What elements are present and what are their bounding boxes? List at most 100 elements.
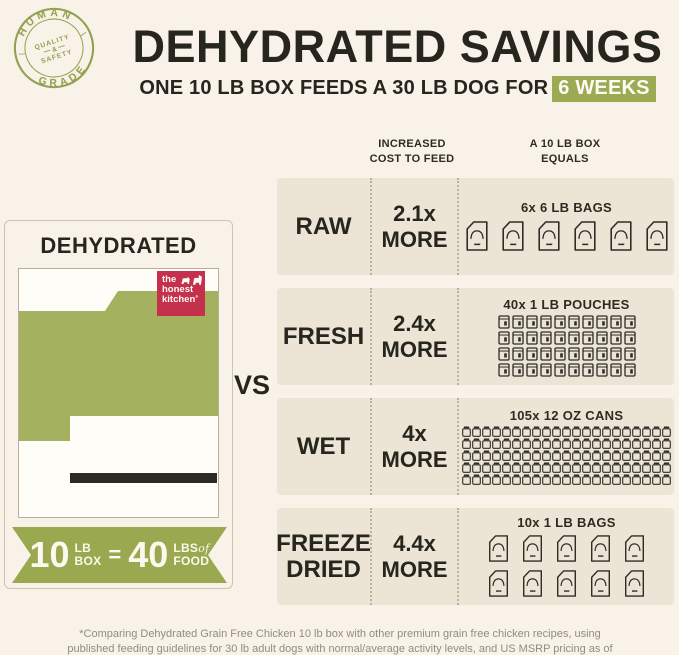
can-icon	[582, 474, 591, 485]
pouch-icon	[526, 315, 538, 329]
logo-line-1: the	[162, 274, 177, 285]
pouch-icon	[568, 347, 580, 361]
ribbon-unit-1: LB BOX	[74, 541, 102, 568]
pouch-icon	[498, 315, 510, 329]
can-icon	[642, 462, 651, 473]
pouch-icon	[610, 347, 622, 361]
can-icon	[532, 462, 541, 473]
can-icon	[512, 426, 521, 437]
pouch-icon	[554, 315, 566, 329]
pouch-icon	[498, 347, 510, 361]
can-icon	[652, 438, 661, 449]
can-icon	[552, 438, 561, 449]
pouch-icon	[568, 331, 580, 345]
can-icon	[592, 438, 601, 449]
can-icon	[652, 450, 661, 461]
can-icon	[472, 474, 481, 485]
pouch-icon	[498, 331, 510, 345]
can-icon	[582, 450, 591, 461]
page-title: DEHYDRATED SAVINGS	[132, 21, 663, 72]
can-icon	[552, 474, 561, 485]
pouch-icon	[582, 331, 594, 345]
can-icon	[602, 474, 611, 485]
can-icon	[472, 438, 481, 449]
can-icon	[542, 438, 551, 449]
can-icon	[542, 426, 551, 437]
pouch-icon	[596, 315, 608, 329]
bag-icon	[587, 533, 614, 564]
pouch-icon	[540, 347, 552, 361]
can-icon	[522, 450, 531, 461]
can-icon	[632, 474, 641, 485]
can-icon	[662, 450, 671, 461]
can-icon	[582, 462, 591, 473]
can-icon	[492, 474, 501, 485]
ribbon-num-1: 10	[29, 534, 70, 575]
can-icon	[462, 474, 471, 485]
can-icon	[652, 426, 661, 437]
can-icon	[592, 474, 601, 485]
row-equivalents: 10x 1 LB BAGS	[457, 508, 674, 605]
row-equivalents: 105x 12 OZ CANS	[457, 398, 674, 495]
can-icon	[522, 426, 531, 437]
pouch-icon	[582, 363, 594, 377]
weeks-highlight: 6 WEEKS	[552, 76, 656, 102]
column-header-equals: A 10 LB BOX EQUALS	[529, 138, 601, 165]
row-label: WET	[296, 432, 351, 460]
can-icon	[512, 438, 521, 449]
pouch-icon	[526, 331, 538, 345]
dehydrated-heading: DEHYDRATED	[40, 233, 197, 258]
can-icon	[532, 426, 541, 437]
pouch-icon	[512, 315, 524, 329]
can-icon	[612, 462, 621, 473]
can-icon	[482, 426, 491, 437]
human-grade-badge-icon: HUMAN GRADE QUALITY & SAFETY	[12, 6, 95, 90]
pouch-icon	[610, 331, 622, 345]
can-icon	[492, 438, 501, 449]
can-icon	[652, 462, 661, 473]
pouch-icon	[554, 347, 566, 361]
can-icon	[462, 450, 471, 461]
bag-icon	[519, 568, 546, 599]
row-equivalents: 40x 1 LB POUCHES	[457, 288, 674, 385]
badge-center-line2: &	[51, 46, 58, 54]
pouch-icon	[596, 363, 608, 377]
can-icon	[462, 462, 471, 473]
ribbon-banner-icon	[12, 527, 227, 583]
can-icon	[522, 474, 531, 485]
icon-grid	[462, 426, 671, 485]
green-shape	[19, 291, 218, 441]
row-label: FREEZE DRIED	[276, 530, 371, 583]
vs-label: VS	[233, 370, 271, 400]
row-cost: 4x MORE	[370, 398, 457, 495]
can-icon	[572, 438, 581, 449]
bag-icon	[571, 218, 599, 254]
pouch-icon	[582, 347, 594, 361]
equivalence-ribbon: 10 LB BOX = 40 LBSof FOOD	[12, 527, 227, 583]
can-icon	[632, 450, 641, 461]
pouch-icon	[596, 331, 608, 345]
bag-icon	[499, 218, 527, 254]
icon-grid	[485, 533, 648, 599]
row-label: RAW	[295, 212, 352, 240]
row-caption: 40x 1 LB POUCHES	[503, 296, 630, 312]
can-icon	[512, 474, 521, 485]
pouch-icon	[526, 363, 538, 377]
can-icon	[622, 450, 631, 461]
can-icon	[612, 438, 621, 449]
black-bar	[70, 473, 217, 483]
can-icon	[522, 462, 531, 473]
can-icon	[622, 462, 631, 473]
bag-icon	[643, 218, 671, 254]
can-icon	[502, 426, 511, 437]
can-icon	[572, 426, 581, 437]
header: DEHYDRATED SAVINGS ONE 10 LB BOX FEEDS A…	[110, 24, 679, 102]
ribbon-of: of	[198, 542, 210, 556]
bag-icon	[621, 568, 648, 599]
bag-icon	[607, 218, 635, 254]
can-icon	[612, 450, 621, 461]
pouch-icon	[512, 363, 524, 377]
can-icon	[552, 426, 561, 437]
pouch-icon	[610, 363, 622, 377]
